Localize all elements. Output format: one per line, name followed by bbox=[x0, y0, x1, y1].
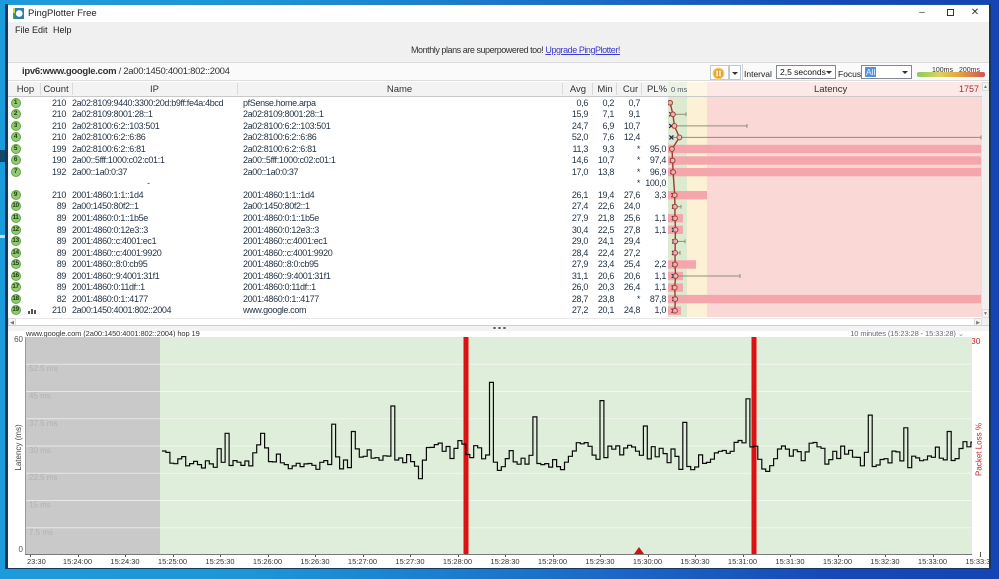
svg-text:7.5 ms: 7.5 ms bbox=[29, 528, 53, 537]
svg-text:15 ms: 15 ms bbox=[29, 501, 51, 510]
svg-text:30 ms: 30 ms bbox=[29, 446, 51, 455]
svg-text:37.5 ms: 37.5 ms bbox=[29, 419, 57, 428]
svg-text:200ms: 200ms bbox=[959, 67, 981, 74]
svg-text:100ms: 100ms bbox=[932, 67, 954, 74]
svg-text:52.5 ms: 52.5 ms bbox=[29, 364, 57, 373]
svg-text:22.5 ms: 22.5 ms bbox=[29, 473, 57, 482]
svg-text:45 ms: 45 ms bbox=[29, 392, 51, 401]
